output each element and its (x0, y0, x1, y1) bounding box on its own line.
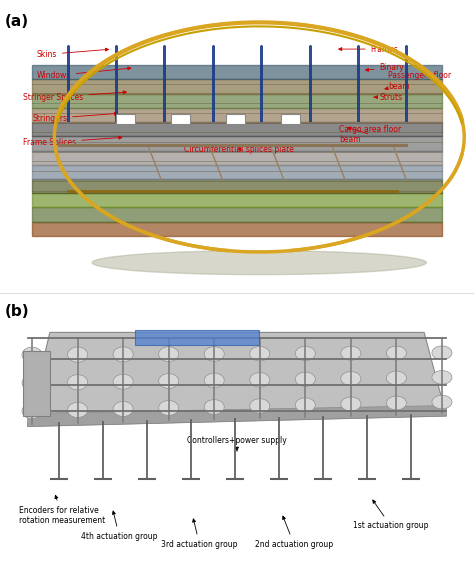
Text: Frame Splices: Frame Splices (23, 136, 122, 147)
Ellipse shape (204, 346, 224, 361)
Ellipse shape (250, 346, 270, 361)
Ellipse shape (341, 371, 361, 386)
Ellipse shape (22, 347, 42, 362)
Bar (135, 330, 259, 345)
Ellipse shape (113, 374, 133, 389)
Ellipse shape (159, 374, 179, 389)
Bar (171, 114, 191, 124)
Ellipse shape (341, 397, 361, 411)
Text: (a): (a) (5, 14, 29, 29)
Ellipse shape (68, 375, 88, 390)
Bar (32, 65, 442, 80)
Text: 3rd actuation group: 3rd actuation group (161, 519, 238, 549)
Ellipse shape (386, 371, 406, 385)
Text: Binary: Binary (365, 63, 404, 72)
Ellipse shape (250, 399, 270, 413)
Text: 4th actuation group: 4th actuation group (81, 511, 157, 541)
Ellipse shape (92, 250, 427, 275)
Bar (14, 17, 460, 284)
Bar (32, 222, 442, 236)
Polygon shape (27, 332, 447, 427)
Text: Windows: Windows (36, 67, 131, 80)
Bar (23, 350, 50, 416)
Text: Passengers floor
beam: Passengers floor beam (385, 72, 452, 91)
Text: Stringer Splices: Stringer Splices (23, 91, 127, 102)
Bar (32, 151, 442, 165)
Ellipse shape (204, 373, 224, 388)
Text: Skins: Skins (36, 48, 109, 59)
Ellipse shape (341, 346, 361, 360)
Text: Frames: Frames (339, 44, 399, 53)
Bar (226, 114, 246, 124)
Ellipse shape (295, 398, 315, 412)
Ellipse shape (159, 400, 179, 415)
Bar (14, 301, 460, 562)
Ellipse shape (68, 402, 88, 417)
Bar (32, 165, 442, 179)
Text: Cargo area floor
beam: Cargo area floor beam (339, 125, 401, 144)
Bar (32, 122, 442, 136)
Polygon shape (27, 406, 447, 427)
Text: Controllers+power supply: Controllers+power supply (187, 436, 287, 451)
Bar (281, 114, 300, 124)
Ellipse shape (204, 400, 224, 414)
Ellipse shape (113, 402, 133, 416)
Bar (32, 108, 442, 122)
Bar (32, 136, 442, 151)
Ellipse shape (386, 396, 406, 410)
Text: Stringers: Stringers (32, 112, 118, 123)
Ellipse shape (159, 346, 179, 362)
Bar (32, 94, 442, 108)
Ellipse shape (250, 373, 270, 387)
Bar (116, 114, 136, 124)
Bar (32, 193, 442, 207)
Text: 2nd actuation group: 2nd actuation group (255, 516, 333, 549)
Ellipse shape (432, 370, 452, 384)
Text: (b): (b) (5, 304, 29, 319)
Bar (32, 80, 442, 94)
Text: Circumferential splices plate: Circumferential splices plate (183, 145, 293, 154)
Ellipse shape (295, 346, 315, 361)
Ellipse shape (22, 375, 42, 391)
Ellipse shape (432, 395, 452, 409)
Ellipse shape (113, 347, 133, 362)
Ellipse shape (386, 346, 406, 360)
Text: 1st actuation group: 1st actuation group (353, 500, 428, 531)
Bar (32, 179, 442, 193)
Ellipse shape (432, 346, 452, 360)
Bar (32, 207, 442, 222)
Text: Struts: Struts (374, 93, 403, 102)
Ellipse shape (295, 372, 315, 386)
Text: Encoders for relative
rotation measurement: Encoders for relative rotation measureme… (18, 495, 105, 525)
Ellipse shape (22, 403, 42, 419)
Ellipse shape (68, 347, 88, 362)
